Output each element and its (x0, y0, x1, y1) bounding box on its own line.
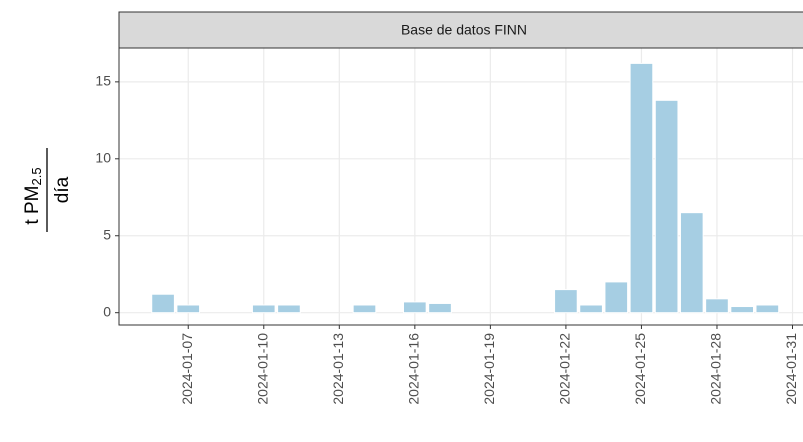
bar (151, 293, 175, 314)
bar (428, 302, 452, 314)
facet-strip (118, 11, 803, 49)
bar (251, 304, 276, 314)
bar (679, 212, 704, 314)
x-tick-label: 2024-01-31 (783, 333, 799, 405)
x-tick-label: 2024-01-22 (557, 333, 573, 405)
y-label-denominator: día (52, 176, 73, 203)
bar (730, 306, 754, 314)
bar (277, 304, 301, 314)
x-tick-label: 2024-01-13 (330, 333, 346, 405)
bar (629, 62, 654, 314)
bar (579, 304, 603, 314)
y-tick-label: 10 (95, 150, 111, 166)
bar (403, 301, 427, 314)
bar (554, 289, 578, 314)
chart-title: Base de datos FINN (401, 22, 527, 38)
bar (705, 298, 729, 314)
x-tick-label: 2024-01-10 (254, 333, 270, 405)
y-tick-label: 15 (95, 73, 111, 89)
x-tick-label: 2024-01-07 (179, 333, 195, 405)
y-axis-label: t PM2.5 día (22, 148, 73, 232)
x-tick-label: 2024-01-16 (406, 333, 422, 405)
bar (176, 304, 201, 314)
x-tick-label: 2024-01-25 (632, 333, 648, 405)
y-label-numerator: t PM2.5 (22, 167, 44, 224)
y-label-subscript: 2.5 (29, 167, 44, 185)
y-tick-label: 5 (103, 226, 111, 242)
y-label-main: t PM (22, 186, 43, 225)
bar (604, 281, 629, 314)
x-tick-label: 2024-01-28 (708, 333, 724, 405)
x-tick-label: 2024-01-19 (481, 333, 497, 405)
y-tick-label: 0 (103, 303, 111, 319)
bar (755, 304, 780, 314)
bar (654, 99, 679, 314)
panel-border (118, 47, 803, 326)
bar (352, 304, 377, 314)
